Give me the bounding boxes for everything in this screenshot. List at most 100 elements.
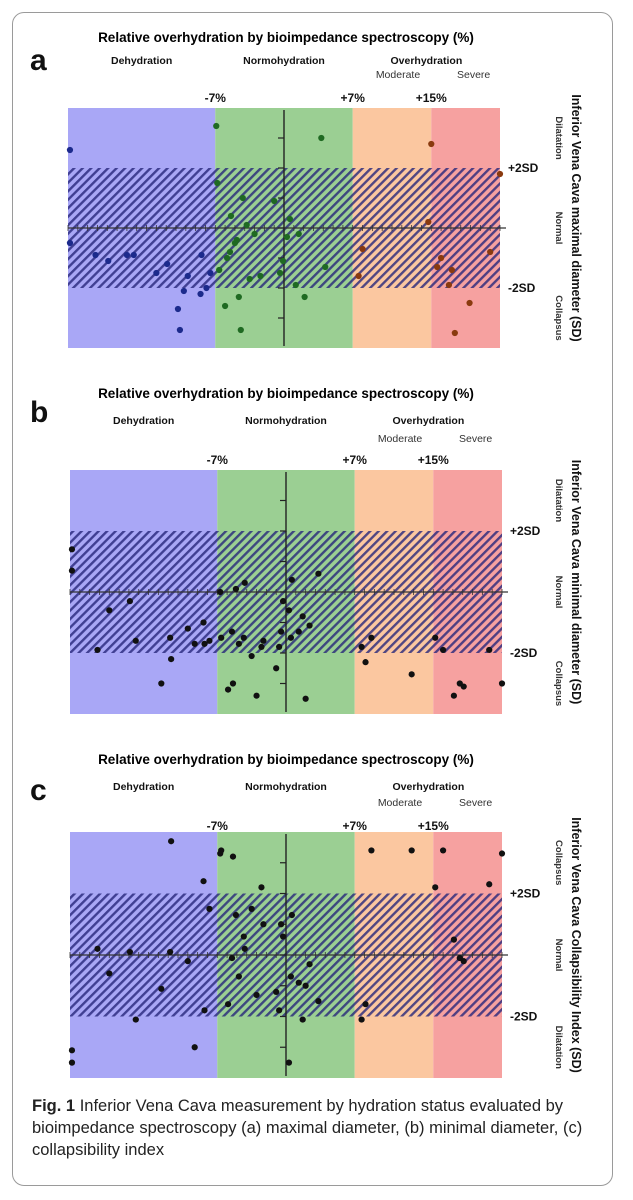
data-point bbox=[440, 847, 446, 853]
data-point bbox=[133, 1016, 139, 1022]
data-point bbox=[322, 264, 328, 270]
zone-label-overhydration: Overhydration bbox=[392, 415, 464, 427]
zone-label-normohydration: Normohydration bbox=[245, 781, 327, 793]
data-point bbox=[197, 291, 203, 297]
data-point bbox=[153, 270, 159, 276]
data-point bbox=[466, 300, 472, 306]
data-point bbox=[167, 949, 173, 955]
data-point bbox=[198, 252, 204, 258]
data-point bbox=[131, 252, 137, 258]
data-point bbox=[280, 258, 286, 264]
data-point bbox=[185, 273, 191, 279]
data-point bbox=[230, 854, 236, 860]
data-point bbox=[451, 693, 457, 699]
data-point bbox=[306, 622, 312, 628]
data-point bbox=[273, 989, 279, 995]
threshold-label: +7% bbox=[341, 91, 366, 105]
data-point bbox=[206, 906, 212, 912]
data-point bbox=[227, 249, 233, 255]
data-point bbox=[234, 237, 240, 243]
zones bbox=[70, 470, 508, 714]
data-point bbox=[185, 958, 191, 964]
data-point bbox=[177, 327, 183, 333]
side-zone-label: Collapsus bbox=[553, 840, 564, 885]
data-point bbox=[168, 838, 174, 844]
y-axis-label: Inferior Vena Cava maximal diameter (SD) bbox=[569, 94, 583, 341]
data-point bbox=[167, 635, 173, 641]
y-axis-label: Inferior Vena Cava minimal diameter (SD) bbox=[569, 460, 583, 705]
data-point bbox=[425, 219, 431, 225]
data-point bbox=[452, 330, 458, 336]
zone-label-overhydration: Overhydration bbox=[390, 55, 462, 67]
threshold-label: +7% bbox=[343, 819, 368, 833]
subzone-label-moderate: Moderate bbox=[378, 797, 423, 809]
zones bbox=[68, 108, 506, 348]
data-point bbox=[499, 680, 505, 686]
data-point bbox=[461, 958, 467, 964]
data-point bbox=[287, 216, 293, 222]
data-point bbox=[240, 195, 246, 201]
reference-label-minus: -2SD bbox=[508, 281, 536, 295]
chart-c: Relative overhydration by bioimpedance s… bbox=[0, 746, 633, 1116]
data-point bbox=[276, 1007, 282, 1013]
data-point bbox=[409, 847, 415, 853]
data-point bbox=[271, 198, 277, 204]
data-point bbox=[428, 141, 434, 147]
caption-label: Fig. 1 bbox=[32, 1097, 75, 1115]
data-point bbox=[236, 294, 242, 300]
threshold-label: +15% bbox=[418, 819, 449, 833]
data-point bbox=[181, 288, 187, 294]
subzone-label-moderate: Moderate bbox=[376, 69, 421, 81]
data-point bbox=[106, 970, 112, 976]
data-point bbox=[200, 619, 206, 625]
data-point bbox=[218, 635, 224, 641]
data-point bbox=[289, 577, 295, 583]
data-point bbox=[242, 946, 248, 952]
data-point bbox=[229, 629, 235, 635]
side-zone-label: Dilatation bbox=[553, 1026, 564, 1069]
data-point bbox=[251, 231, 257, 237]
zone-label-dehydration: Dehydration bbox=[113, 781, 174, 793]
data-point bbox=[185, 626, 191, 632]
data-point bbox=[127, 598, 133, 604]
data-point bbox=[233, 912, 239, 918]
data-point bbox=[449, 267, 455, 273]
zone-label-dehydration: Dehydration bbox=[111, 55, 172, 67]
data-point bbox=[362, 1001, 368, 1007]
subzone-label-severe: Severe bbox=[459, 797, 492, 809]
data-point bbox=[203, 285, 209, 291]
chart-a: Relative overhydration by bioimpedance s… bbox=[0, 20, 633, 390]
reference-label-plus: +2SD bbox=[508, 161, 539, 175]
data-point bbox=[222, 303, 228, 309]
data-point bbox=[359, 644, 365, 650]
data-point bbox=[158, 986, 164, 992]
data-point bbox=[228, 213, 234, 219]
data-point bbox=[362, 659, 368, 665]
data-point bbox=[249, 653, 255, 659]
data-point bbox=[106, 607, 112, 613]
reference-label-minus: -2SD bbox=[510, 646, 538, 660]
data-point bbox=[94, 946, 100, 952]
y-axis-label: Inferior Vena Cava Collapsibility Index … bbox=[569, 817, 583, 1073]
data-point bbox=[207, 270, 213, 276]
zone-label-dehydration: Dehydration bbox=[113, 415, 174, 427]
data-point bbox=[206, 638, 212, 644]
data-point bbox=[440, 647, 446, 653]
data-point bbox=[69, 1047, 75, 1053]
data-point bbox=[296, 980, 302, 986]
data-point bbox=[217, 589, 223, 595]
data-point bbox=[359, 246, 365, 252]
data-point bbox=[158, 680, 164, 686]
data-point bbox=[296, 231, 302, 237]
data-point bbox=[229, 955, 235, 961]
data-point bbox=[288, 973, 294, 979]
data-point bbox=[133, 638, 139, 644]
data-point bbox=[289, 912, 295, 918]
data-point bbox=[67, 240, 73, 246]
data-point bbox=[69, 1060, 75, 1066]
data-point bbox=[67, 147, 73, 153]
data-point bbox=[318, 135, 324, 141]
data-point bbox=[241, 933, 247, 939]
data-point bbox=[253, 992, 259, 998]
threshold-label: -7% bbox=[207, 453, 229, 467]
